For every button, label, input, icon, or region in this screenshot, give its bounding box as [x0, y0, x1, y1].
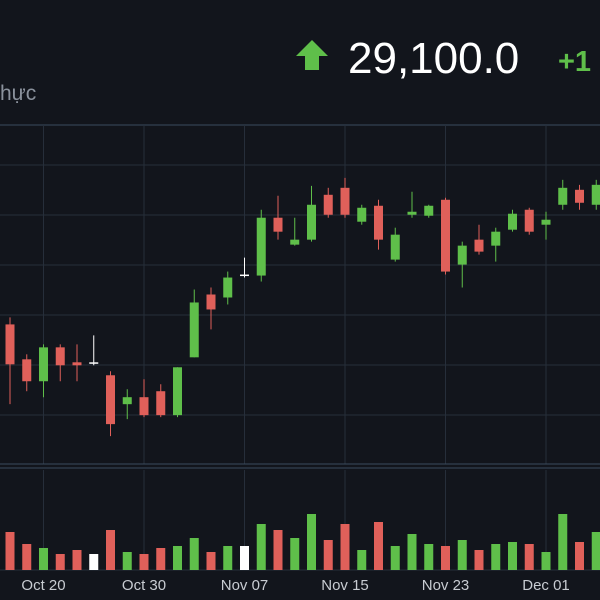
volume-bar — [5, 532, 15, 570]
volume-bar — [591, 532, 600, 570]
volume-bar — [290, 538, 300, 570]
x-tick-label: Nov 23 — [422, 577, 470, 594]
volume-bar — [508, 542, 517, 570]
volume-bar — [223, 546, 233, 570]
candle-body — [173, 367, 182, 416]
volume-bar — [206, 552, 216, 570]
volume-bar — [122, 552, 132, 570]
change: +1 — [558, 46, 591, 78]
candle-body — [407, 211, 417, 215]
candle-body — [575, 189, 584, 203]
volume-bar — [256, 524, 266, 570]
candle-body — [290, 239, 300, 245]
price: 29,100.0 — [348, 34, 519, 83]
volume-bar — [189, 538, 199, 570]
x-tick-label: Nov 07 — [221, 577, 269, 594]
candle-body — [206, 294, 216, 310]
volume-bar — [407, 534, 417, 570]
volume-bar — [474, 550, 484, 570]
candle-body — [541, 219, 551, 225]
x-tick-label: Oct 20 — [21, 577, 65, 594]
candle-body — [122, 397, 132, 405]
candle-body — [55, 347, 65, 366]
x-tick-label: Nov 15 — [321, 577, 369, 594]
volume-bar — [323, 540, 333, 570]
candle-body — [223, 277, 233, 298]
candle-body — [139, 397, 149, 416]
volume-bar — [541, 552, 551, 570]
volume-bar — [457, 540, 467, 570]
h-grid — [0, 164, 600, 416]
volume-bar — [106, 530, 115, 570]
candle-body — [39, 347, 48, 382]
candle-body — [323, 194, 333, 215]
candle-body — [307, 204, 316, 240]
volume-bar — [240, 546, 249, 570]
volume-bar — [390, 546, 400, 570]
candle-body — [591, 184, 600, 205]
candle-body — [457, 245, 467, 265]
candle-body — [474, 239, 484, 252]
candle-body — [390, 234, 400, 260]
up-arrow — [296, 40, 328, 70]
candle-body — [374, 205, 383, 240]
volume-bar — [357, 550, 367, 570]
volume-bar — [524, 544, 534, 570]
candle-body — [22, 359, 32, 382]
candle-body — [273, 217, 283, 232]
volume-bar — [89, 554, 99, 570]
volume-bar — [558, 514, 568, 570]
candle-body — [491, 231, 501, 246]
period-label: hực — [0, 82, 36, 105]
candle-body — [441, 199, 450, 272]
candle-body — [424, 205, 434, 216]
volume-bar — [491, 544, 501, 570]
x-tick-label: Oct 30 — [122, 577, 166, 594]
candle-body — [508, 213, 517, 230]
volume-bar — [173, 546, 182, 570]
volume-bar — [156, 548, 166, 570]
volume-bar — [307, 514, 316, 570]
volume-bar — [55, 554, 65, 570]
volume-bar — [39, 548, 48, 570]
candle-body — [106, 375, 115, 425]
volume-bar — [441, 546, 450, 570]
candle-body — [558, 187, 568, 205]
volume-bar — [273, 530, 283, 570]
volume-bar — [424, 544, 434, 570]
candle-body — [357, 207, 367, 222]
candle-body — [89, 362, 99, 364]
volume-bar — [374, 522, 383, 570]
candle-body — [156, 391, 166, 416]
candle-body — [524, 209, 534, 232]
volume-bar — [139, 554, 149, 570]
x-tick-label: Dec 01 — [522, 577, 570, 594]
candle-body — [72, 362, 82, 366]
candle-body — [5, 324, 15, 365]
candle-body — [240, 274, 249, 277]
candle-body — [189, 302, 199, 358]
candle-body — [256, 217, 266, 276]
volume-bar — [340, 524, 350, 570]
volume-bar — [22, 544, 32, 570]
volume-bar — [72, 550, 82, 570]
volume-bar — [575, 542, 584, 570]
candle-body — [340, 187, 350, 215]
